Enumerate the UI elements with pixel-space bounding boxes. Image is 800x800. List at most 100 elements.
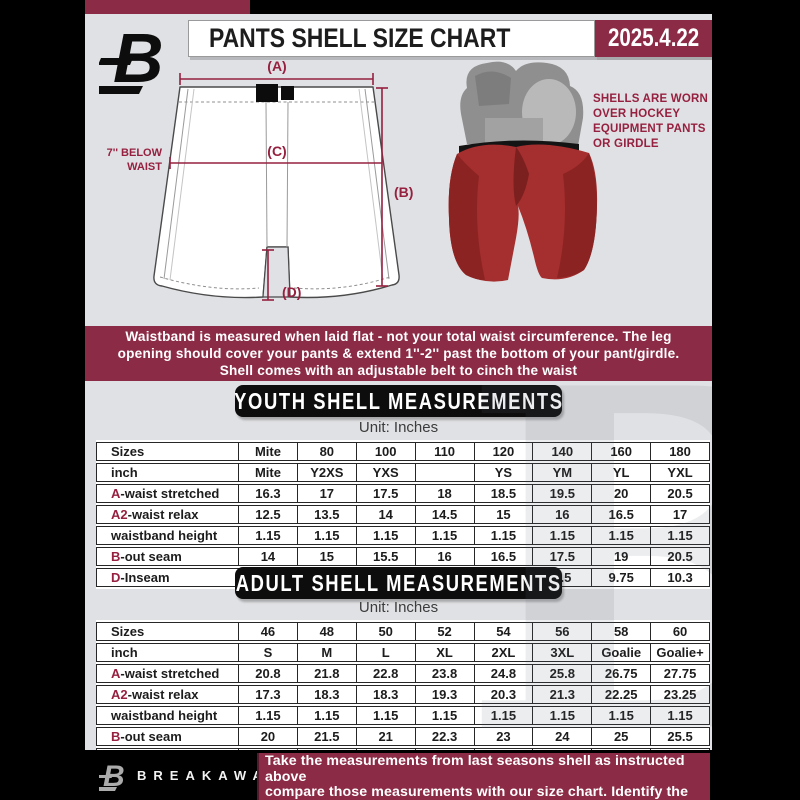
size-cell: 22.25 [592,685,652,704]
size-cell: 15 [297,547,357,566]
belt-buckle [256,84,278,102]
page-title-bar: PANTS SHELL SIZE CHART [188,20,595,57]
size-cell: 19.5 [533,484,593,503]
size-cell: 25.5 [651,727,710,746]
row-label-prefix: B [111,549,121,564]
size-cell: 25 [592,727,652,746]
size-cell: 17.3 [239,685,298,704]
size-cell: S [239,643,298,662]
table-row: waistband height 1.15 1.15 1.15 1.15 1.15 1.15… [96,526,710,545]
size-cell: 20.8 [239,664,298,683]
size-cell: 1.15 [356,526,416,545]
size-cell: L [356,643,416,662]
footer-instruction-line: compare those measurements with our size… [265,784,689,800]
table-row: inch Mite Y2XS YXS YS YM YL YXL [96,463,710,482]
side-note-line: EQUIPMENT PANTS [593,123,706,135]
size-cell: 18.5 [474,484,534,503]
size-cell: 24 [533,727,593,746]
size-cell: YXS [356,463,416,482]
size-cell: 18 [415,484,475,503]
size-cell: 16.5 [474,547,534,566]
size-cell: M [297,643,357,662]
side-note: SHELLS ARE WORN OVER HOCKEY EQUIPMENT PA… [593,92,711,152]
size-cell: 17.5 [533,547,593,566]
table-row: B-out seam 14 15 15.5 16 16.5 17.5 19 20.5 [96,547,710,566]
size-cell: 16.3 [239,484,298,503]
size-cell: 21.8 [297,664,357,683]
row-label: inch [96,463,239,482]
size-cell: 22.8 [356,664,416,683]
size-cell: 25.8 [533,664,593,683]
size-cell: 1.15 [356,706,416,725]
size-cell: 17 [297,484,357,503]
row-label: Sizes [96,442,239,461]
notice-line: opening should cover your pants & extend… [117,346,680,361]
size-cell: 27.75 [651,664,710,683]
table-row: A2-waist relax 17.3 18.3 18.3 19.3 20.3 21.3 22… [96,685,710,704]
size-cell: 22.3 [415,727,475,746]
size-cell: 19.3 [415,685,475,704]
size-cell: 140 [533,442,593,461]
size-cell: 17 [651,505,710,524]
size-cell: 100 [356,442,416,461]
size-cell: 15 [474,505,534,524]
row-label-prefix: D [111,570,121,585]
size-cell: 60 [651,622,710,641]
below-waist-note-line2: WAIST [127,161,162,173]
page-title: PANTS SHELL SIZE CHART [209,23,511,53]
size-cell: 21.3 [533,685,593,704]
size-cell: 80 [297,442,357,461]
size-cell: YS [474,463,534,482]
row-label: A-waist stretched [96,484,239,503]
row-label: A2-waist relax [96,685,239,704]
row-label-prefix: B [111,729,121,744]
measurement-notice-banner: Waistband is measured when laid flat - n… [85,326,712,381]
adult-unit-label: Unit: Inches [358,599,439,616]
size-cell: 50 [356,622,416,641]
size-cell: Goalie+ [651,643,710,662]
size-cell: 54 [474,622,534,641]
size-cell: 21.5 [297,727,357,746]
size-cell: 1.15 [474,706,534,725]
size-cell: 12.5 [239,505,298,524]
notice-line: Shell comes with an adjustable belt to c… [219,363,578,378]
row-label: D-Inseam [96,568,239,587]
side-note-line: SHELLS ARE WORN [593,93,709,105]
svg-text:B: B [103,760,125,793]
size-cell: 1.15 [297,706,357,725]
size-cell: 180 [651,442,710,461]
table-row: waistband height 1.15 1.15 1.15 1.15 1.15 1.15… [96,706,710,725]
size-cell: 1.15 [297,526,357,545]
row-label: inch [96,643,239,662]
table-row: Sizes Mite 80 100 110 120 140 160 180 [96,442,710,461]
top-strip-maroon [85,0,250,14]
size-cell: 160 [592,442,652,461]
date-text: 2025.4.22 [607,24,700,52]
youth-size-table: Sizes Mite 80 100 110 120 140 160 180 inch Mite Y2X… [96,440,710,589]
side-note-line: OVER HOCKEY [593,108,681,120]
size-cell: 20 [592,484,652,503]
size-cell: 1.15 [415,706,475,725]
table-row: A-waist stretched 16.3 17 17.5 18 18.5 19.5 20 2… [96,484,710,503]
footer-instruction-line: Take the measurements from last seasons … [265,753,685,785]
row-label: waistband height [96,526,239,545]
youth-unit-label: Unit: Inches [358,419,439,436]
size-cell: 2XL [474,643,534,662]
row-label: A-waist stretched [96,664,239,683]
row-label-prefix: A [111,486,121,501]
table-row: A2-waist relax 12.5 13.5 14 14.5 15 16 16.5 17 [96,505,710,524]
row-label: B-out seam [96,727,239,746]
size-cell: 1.15 [533,526,593,545]
size-cell: 16.5 [592,505,652,524]
size-cell: 20.5 [651,547,710,566]
size-cell: 23.25 [651,685,710,704]
footer-breakaway-logo-icon: B [99,760,125,793]
row-label: A2-waist relax [96,505,239,524]
size-cell: 1.15 [533,706,593,725]
size-cell: 21 [356,727,416,746]
notice-line: Waistband is measured when laid flat - n… [125,329,672,344]
size-cell: 14 [356,505,416,524]
row-label: B-out seam [96,547,239,566]
row-label: waistband height [96,706,239,725]
size-cell: 15.5 [356,547,416,566]
